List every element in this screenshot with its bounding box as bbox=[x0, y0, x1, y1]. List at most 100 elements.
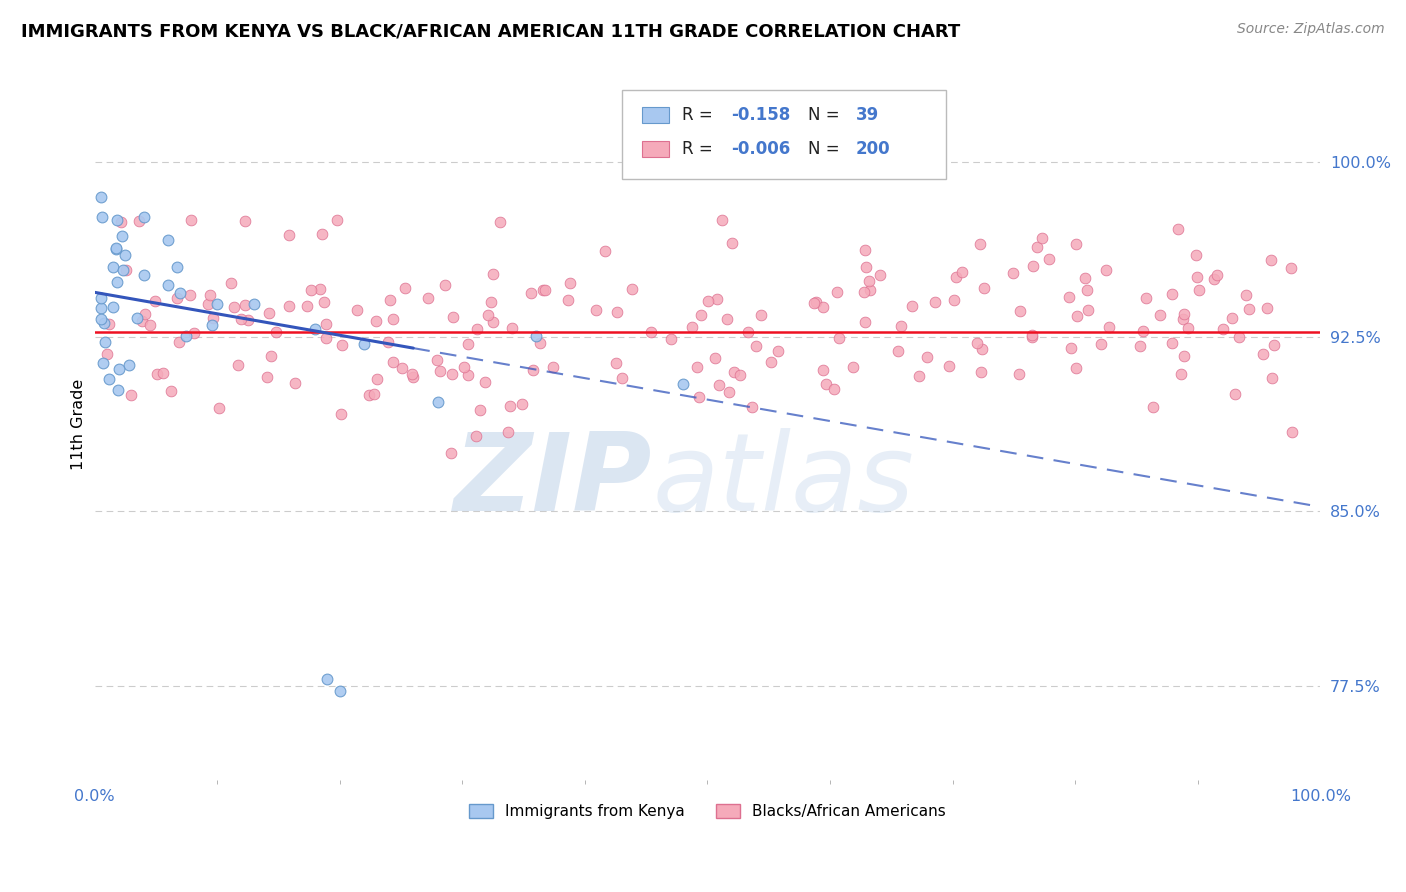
Point bbox=[1206, 268, 1229, 283]
Point bbox=[470, 402, 492, 417]
Point bbox=[621, 282, 644, 296]
Point bbox=[295, 299, 318, 313]
Point bbox=[127, 311, 149, 326]
Point bbox=[465, 322, 488, 336]
Point bbox=[146, 367, 169, 381]
Point bbox=[1234, 288, 1257, 302]
Point bbox=[1185, 248, 1208, 262]
Point bbox=[1066, 310, 1088, 324]
Point bbox=[723, 365, 745, 379]
Point bbox=[1021, 330, 1043, 344]
Point bbox=[90, 292, 112, 306]
Point bbox=[1171, 312, 1194, 326]
Point bbox=[1057, 290, 1080, 304]
Text: 39: 39 bbox=[856, 106, 879, 124]
Point bbox=[426, 395, 449, 409]
Point bbox=[139, 318, 162, 332]
Point bbox=[132, 211, 155, 225]
Point bbox=[585, 302, 607, 317]
Point bbox=[1025, 240, 1047, 254]
Point bbox=[1038, 252, 1060, 266]
Point bbox=[207, 401, 229, 415]
Point bbox=[1251, 347, 1274, 361]
Point bbox=[672, 376, 695, 391]
Point bbox=[394, 281, 416, 295]
Point bbox=[257, 306, 280, 320]
Point bbox=[815, 376, 838, 391]
Point bbox=[346, 302, 368, 317]
Point bbox=[1074, 271, 1097, 285]
Point bbox=[1135, 291, 1157, 305]
Y-axis label: 11th Grade: 11th Grade bbox=[72, 378, 86, 470]
Point bbox=[1098, 320, 1121, 334]
Point bbox=[1279, 261, 1302, 276]
Point bbox=[284, 376, 307, 391]
Point bbox=[707, 377, 730, 392]
Point bbox=[157, 278, 180, 293]
Point bbox=[278, 228, 301, 243]
Point bbox=[811, 301, 834, 315]
Point bbox=[1160, 335, 1182, 350]
Point bbox=[482, 267, 505, 281]
Point bbox=[803, 296, 825, 310]
Point bbox=[890, 319, 912, 334]
Point bbox=[1170, 367, 1192, 381]
Point bbox=[938, 359, 960, 374]
Point bbox=[441, 310, 464, 325]
Point bbox=[901, 299, 924, 313]
Point bbox=[169, 286, 191, 301]
Point bbox=[1281, 425, 1303, 439]
Point bbox=[640, 325, 662, 339]
Bar bbox=[643, 141, 669, 157]
Point bbox=[886, 343, 908, 358]
Point bbox=[1237, 302, 1260, 317]
Text: Source: ZipAtlas.com: Source: ZipAtlas.com bbox=[1237, 22, 1385, 37]
Point bbox=[304, 322, 326, 336]
Text: atlas: atlas bbox=[652, 428, 914, 533]
Point bbox=[311, 227, 333, 241]
Point bbox=[264, 325, 287, 339]
Point bbox=[98, 372, 121, 386]
Point bbox=[229, 312, 252, 326]
Point bbox=[1031, 231, 1053, 245]
Point bbox=[716, 311, 738, 326]
Point bbox=[696, 293, 718, 308]
Point bbox=[198, 288, 221, 302]
Point bbox=[101, 300, 124, 314]
Point bbox=[176, 328, 198, 343]
Point bbox=[489, 215, 512, 229]
Point bbox=[1008, 368, 1031, 382]
Point bbox=[108, 362, 131, 376]
Point bbox=[706, 292, 728, 306]
Point bbox=[728, 368, 751, 383]
Point bbox=[557, 293, 579, 307]
Point bbox=[219, 277, 242, 291]
Point bbox=[111, 263, 134, 277]
Text: R =: R = bbox=[682, 106, 717, 124]
Point bbox=[90, 311, 112, 326]
Point bbox=[143, 293, 166, 308]
Point bbox=[869, 268, 891, 282]
Point bbox=[180, 213, 202, 227]
Point bbox=[330, 337, 353, 351]
Point bbox=[855, 244, 877, 258]
Point bbox=[1060, 341, 1083, 355]
Point bbox=[950, 265, 973, 279]
Point bbox=[1064, 237, 1087, 252]
Text: N =: N = bbox=[808, 106, 845, 124]
Point bbox=[363, 386, 385, 401]
Point bbox=[915, 351, 938, 365]
Point bbox=[377, 335, 399, 350]
Point bbox=[1220, 311, 1243, 326]
Point bbox=[479, 294, 502, 309]
Point bbox=[159, 384, 181, 399]
Point bbox=[1187, 283, 1209, 297]
Point bbox=[107, 383, 129, 397]
Point bbox=[1149, 308, 1171, 322]
Point bbox=[1187, 270, 1209, 285]
Text: R =: R = bbox=[682, 140, 717, 158]
Point bbox=[688, 390, 710, 404]
Point bbox=[529, 335, 551, 350]
Point bbox=[1173, 349, 1195, 363]
Point bbox=[533, 283, 555, 297]
